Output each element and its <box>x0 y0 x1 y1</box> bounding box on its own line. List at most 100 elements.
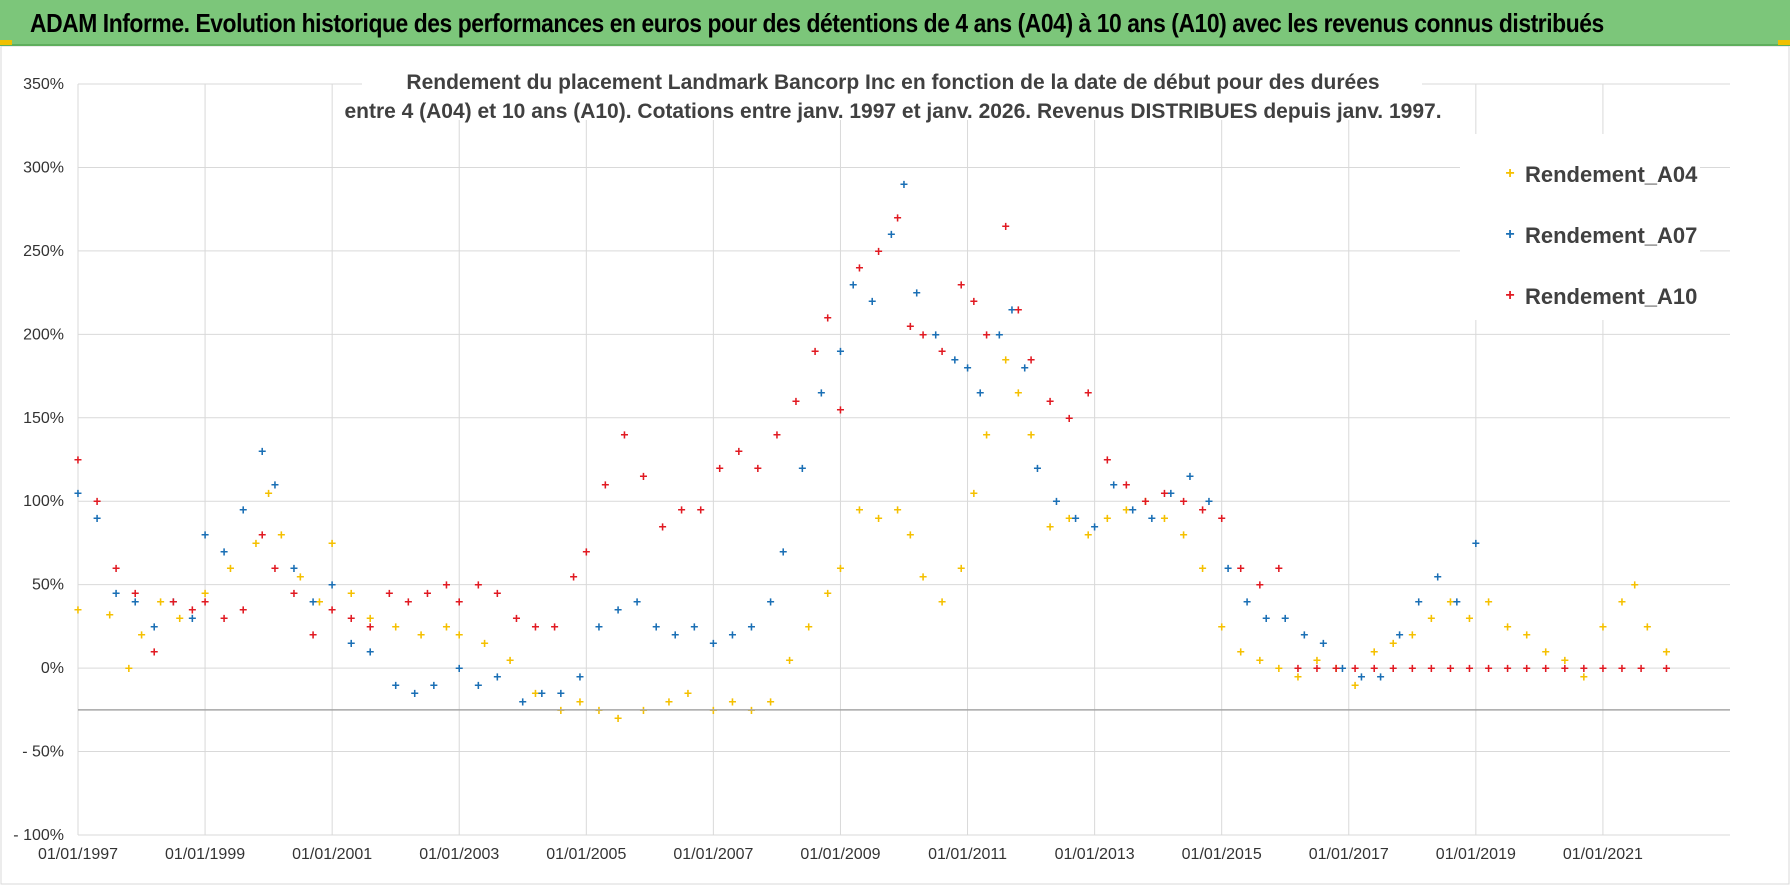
data-point: + <box>74 485 82 501</box>
y-tick-label: 300% <box>23 159 64 176</box>
data-point: + <box>1313 652 1321 668</box>
data-point: + <box>512 610 520 626</box>
data-point: + <box>1300 627 1308 643</box>
data-point: + <box>938 593 946 609</box>
data-point: + <box>1484 593 1492 609</box>
data-point: + <box>1637 660 1645 676</box>
data-point: + <box>1179 527 1187 543</box>
data-point: + <box>258 527 266 543</box>
data-point: + <box>1446 593 1454 609</box>
data-point: + <box>493 585 501 601</box>
data-point: + <box>798 460 806 476</box>
y-tick-label: 50% <box>32 577 64 594</box>
data-point: + <box>271 560 279 576</box>
subtitle-background <box>362 62 1422 120</box>
data-point: + <box>1046 393 1054 409</box>
data-point: + <box>1021 360 1029 376</box>
data-point: + <box>970 293 978 309</box>
x-tick-label: 01/01/2019 <box>1436 846 1516 863</box>
data-point: + <box>1179 493 1187 509</box>
data-point: + <box>1427 660 1435 676</box>
data-point: + <box>1662 643 1670 659</box>
data-point: + <box>690 618 698 634</box>
data-point: + <box>932 326 940 342</box>
data-point: + <box>728 693 736 709</box>
data-point: + <box>290 560 298 576</box>
data-point: + <box>1662 660 1670 676</box>
data-point: + <box>855 502 863 518</box>
data-point: + <box>157 593 165 609</box>
data-point: + <box>328 577 336 593</box>
chart-title-line2: entre 4 (A04) et 10 ans (A10). Cotations… <box>344 100 1441 123</box>
data-point: + <box>773 426 781 442</box>
data-point: + <box>1205 493 1213 509</box>
axes: - 100% - 50% 0% 50% 100% 150% 200% 250% 300% 350%… <box>13 76 1730 863</box>
data-point: + <box>328 535 336 551</box>
data-point: + <box>1065 510 1073 526</box>
x-tick-label: 01/01/1997 <box>38 846 118 863</box>
data-point: + <box>404 593 412 609</box>
data-point: + <box>1472 535 1480 551</box>
data-point: + <box>366 610 374 626</box>
data-point: + <box>1294 660 1302 676</box>
data-point: + <box>252 535 260 551</box>
data-point: + <box>1643 618 1651 634</box>
data-point: + <box>74 602 82 618</box>
data-point: + <box>1275 560 1283 576</box>
data-point: + <box>836 401 844 417</box>
data-point: + <box>392 677 400 693</box>
data-point: + <box>747 618 755 634</box>
data-point: + <box>894 502 902 518</box>
data-point: + <box>1129 502 1137 518</box>
data-point: + <box>849 276 857 292</box>
data-point: + <box>766 693 774 709</box>
x-tick-label: 01/01/2013 <box>1055 846 1135 863</box>
data-point: + <box>836 343 844 359</box>
data-point: + <box>1389 660 1397 676</box>
data-point: + <box>1281 610 1289 626</box>
data-point: + <box>239 602 247 618</box>
data-point: + <box>1218 618 1226 634</box>
data-point: + <box>976 385 984 401</box>
data-point: + <box>226 560 234 576</box>
data-point: + <box>169 593 177 609</box>
data-point: + <box>671 627 679 643</box>
data-point: + <box>855 260 863 276</box>
y-tick-label: 100% <box>23 493 64 510</box>
data-point: + <box>894 210 902 226</box>
data-point: + <box>951 351 959 367</box>
data-point: + <box>557 685 565 701</box>
data-point: + <box>970 485 978 501</box>
legend-marker-a04: + <box>1505 165 1514 182</box>
data-point: + <box>176 610 184 626</box>
data-point: + <box>1618 593 1626 609</box>
data-point: + <box>754 460 762 476</box>
data-point: + <box>201 593 209 609</box>
data-point: + <box>455 593 463 609</box>
data-point: + <box>633 593 641 609</box>
top-banner: ADAM Informe. Evolution historique des p… <box>0 0 1790 46</box>
data-point: + <box>824 310 832 326</box>
data-point: + <box>614 602 622 618</box>
data-point: + <box>817 385 825 401</box>
data-point: + <box>347 585 355 601</box>
data-point: + <box>1580 660 1588 676</box>
data-point: + <box>1002 351 1010 367</box>
data-point: + <box>766 593 774 609</box>
x-tick-label: 01/01/2015 <box>1182 846 1262 863</box>
data-point: + <box>1065 410 1073 426</box>
data-point: + <box>1071 510 1079 526</box>
data-point: + <box>201 585 209 601</box>
data-point: + <box>983 426 991 442</box>
data-point: + <box>1237 560 1245 576</box>
data-point: + <box>1504 618 1512 634</box>
data-point: + <box>1008 301 1016 317</box>
data-point: + <box>1084 385 1092 401</box>
data-point: + <box>455 627 463 643</box>
legend-label-a07: Rendement_A07 <box>1525 223 1697 248</box>
data-point: + <box>919 568 927 584</box>
data-point: + <box>1599 660 1607 676</box>
data-point: + <box>1338 660 1346 676</box>
data-point: + <box>1465 660 1473 676</box>
data-point: + <box>1275 660 1283 676</box>
